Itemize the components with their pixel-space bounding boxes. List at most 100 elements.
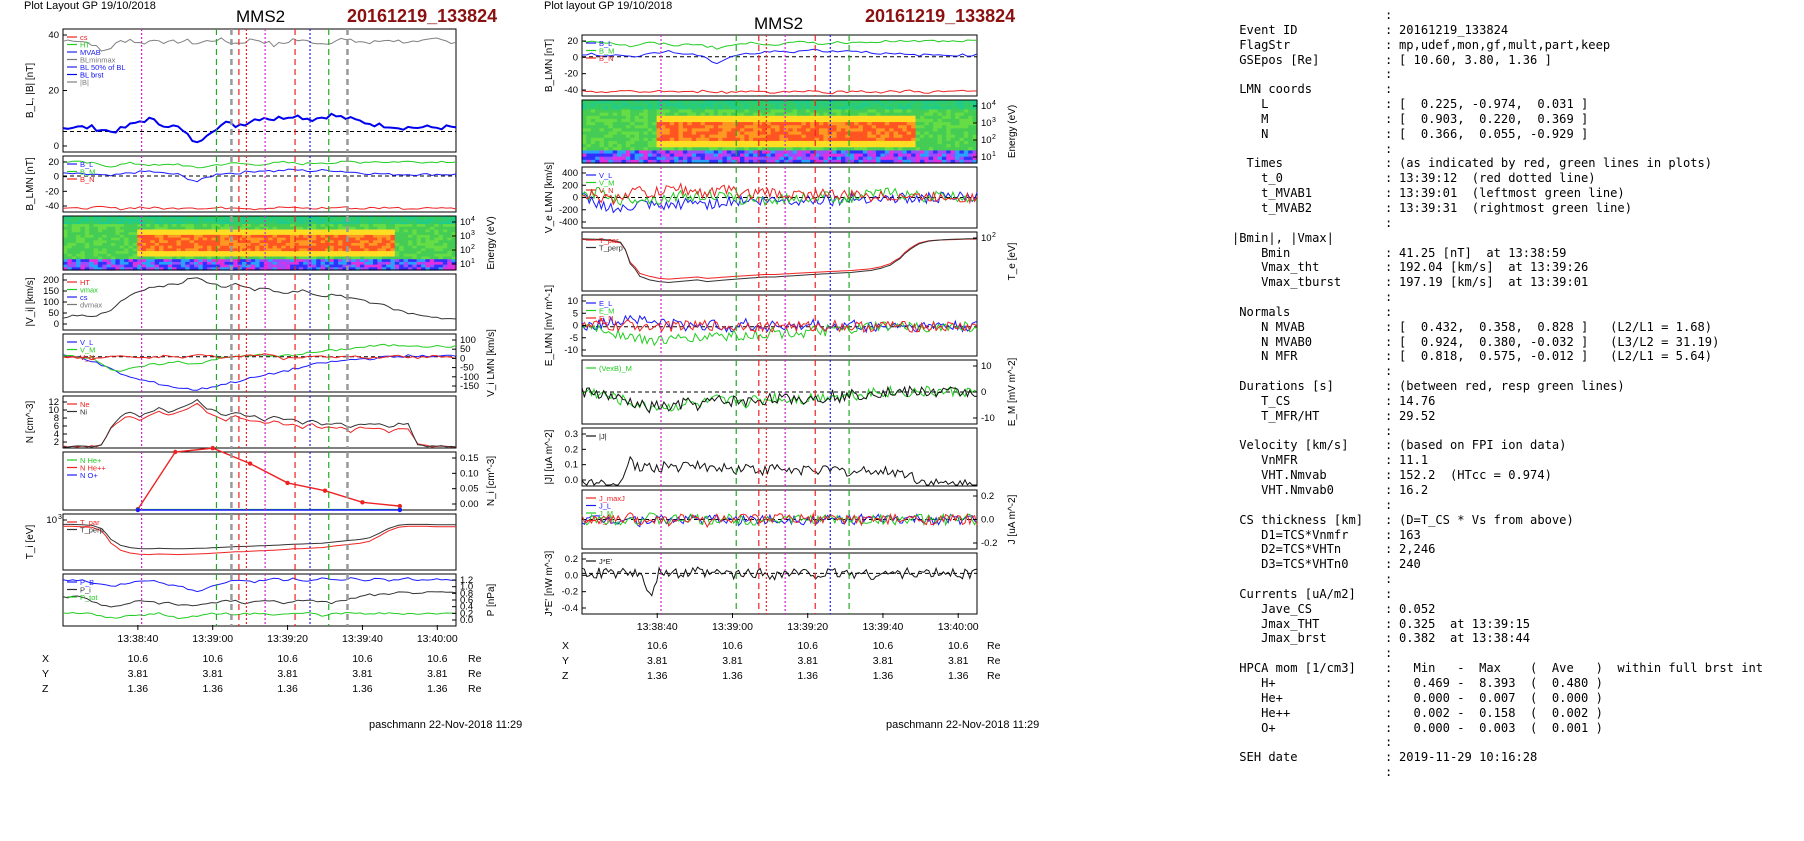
spectrogram-cell	[320, 253, 326, 258]
spectrogram-cell	[311, 267, 317, 271]
spectrogram-cell	[704, 125, 710, 129]
spectrogram-cell	[276, 253, 282, 258]
spectrogram-cell	[779, 140, 785, 145]
spectrogram-cell	[731, 131, 737, 136]
position-row-label: Z	[562, 670, 569, 682]
spectrogram-cell	[911, 156, 917, 161]
spectrogram-cell	[172, 253, 178, 258]
spectrogram-cell	[893, 100, 899, 104]
spectrogram-cell	[937, 125, 943, 129]
spectrogram-cell	[159, 248, 165, 252]
spectrogram-cell	[246, 221, 252, 225]
legend-label: P_i	[80, 586, 91, 595]
spectrogram-cell	[704, 156, 710, 161]
info-row: FlagStr: mp,udef,mon,gf,mult,part,keep	[1232, 38, 1797, 53]
spectrogram-cell	[911, 140, 917, 145]
spectrogram-cell	[876, 159, 882, 164]
position-value: 10.6	[427, 653, 448, 665]
spectrogram-cell	[801, 137, 807, 142]
spectrogram-cell	[858, 137, 864, 142]
spectrogram-cell	[783, 156, 789, 161]
spectrogram-cell	[276, 251, 282, 255]
spectrogram-cell	[154, 232, 160, 236]
spectrogram-cell	[220, 218, 226, 222]
info-value: [ 0.225, -0.974, 0.031 ]	[1399, 97, 1589, 112]
spectrogram-cell	[124, 243, 130, 247]
spectrogram-cell	[307, 256, 313, 260]
spectrogram-cell	[338, 253, 344, 258]
spectrogram-cell	[368, 232, 374, 236]
spectrogram-cell	[968, 115, 974, 120]
spectrogram-cell	[893, 122, 899, 126]
spectrogram-cell	[119, 221, 125, 225]
spectrogram-cell	[119, 259, 125, 263]
spectrogram-cell	[898, 100, 903, 104]
spectrogram-cell	[941, 122, 947, 126]
spectrogram-cell	[272, 224, 278, 228]
spectrogram-cell	[678, 147, 684, 151]
spectrogram-cell	[298, 251, 304, 255]
y-tick-exponent: 2	[992, 134, 996, 141]
spectrogram-cell	[718, 144, 724, 148]
spectrogram-cell	[722, 103, 728, 107]
y-tick-label: 8	[54, 413, 59, 424]
spectrogram-cell	[726, 103, 732, 107]
spectrogram-cell	[823, 118, 829, 123]
spectrogram-cell	[259, 237, 265, 241]
spectrogram-cell	[691, 147, 697, 151]
spectrogram-cell	[237, 224, 243, 228]
spectrogram-cell	[656, 115, 662, 120]
spectrogram-cell	[102, 248, 108, 252]
spectrogram-cell	[373, 261, 378, 266]
spectrogram-cell	[80, 216, 86, 220]
spectrogram-cell	[678, 106, 684, 111]
spectrogram-cell	[128, 253, 134, 258]
spectrogram-cell	[342, 237, 348, 241]
spectrogram-cell	[963, 150, 969, 155]
spectrogram-cell	[268, 224, 274, 228]
spectrogram-cell	[368, 264, 374, 268]
spectrogram-cell	[924, 134, 930, 139]
spectrogram-cell	[840, 115, 846, 120]
spectrogram-cell	[320, 256, 326, 260]
spectrogram-cell	[911, 109, 917, 114]
spectrogram-cell	[836, 125, 842, 129]
spectrogram-cell	[968, 131, 974, 136]
spectrogram-cell	[963, 134, 969, 139]
spectrogram-cell	[928, 100, 934, 104]
spectrogram-cell	[115, 256, 121, 260]
spectrogram-cell	[285, 259, 291, 263]
spectrogram-cell	[792, 125, 798, 129]
spectrogram-cell	[355, 224, 361, 228]
spectrogram-cell	[599, 128, 605, 133]
spectrogram-cell	[748, 100, 754, 104]
spectrogram-cell	[97, 245, 103, 249]
spectrogram-cell	[968, 159, 974, 164]
spectrogram-cell	[237, 267, 243, 271]
spectrogram-cell	[586, 122, 592, 126]
spectrogram-cell	[849, 106, 855, 111]
spectrogram-cell	[621, 103, 627, 107]
spectrogram-cell	[682, 109, 688, 114]
spectrogram-cell	[102, 267, 108, 271]
spectrogram-cell	[814, 112, 820, 117]
spectrogram-cell	[766, 103, 772, 107]
series-line	[63, 525, 456, 556]
info-colon: :	[1385, 542, 1393, 557]
spectrogram-cell	[599, 156, 605, 161]
spectrogram-cell	[377, 243, 383, 247]
spectrogram-cell	[346, 232, 352, 236]
axis-label: |V_i| [km/s]	[25, 277, 36, 326]
spectrogram-cell	[167, 224, 173, 228]
spectrogram-cell	[76, 261, 82, 266]
info-row: D2=TCS*VHTn:2,246	[1232, 542, 1797, 557]
spectrogram-cell	[906, 106, 912, 111]
spectrogram-cell	[937, 122, 943, 126]
legend-label: V_N	[80, 353, 95, 362]
spectrogram-cell	[639, 137, 645, 142]
spectrogram-cell	[368, 234, 374, 239]
spectrogram-cell	[429, 237, 435, 241]
spectrogram-cell	[272, 216, 278, 220]
info-key: Event ID	[1232, 22, 1298, 37]
